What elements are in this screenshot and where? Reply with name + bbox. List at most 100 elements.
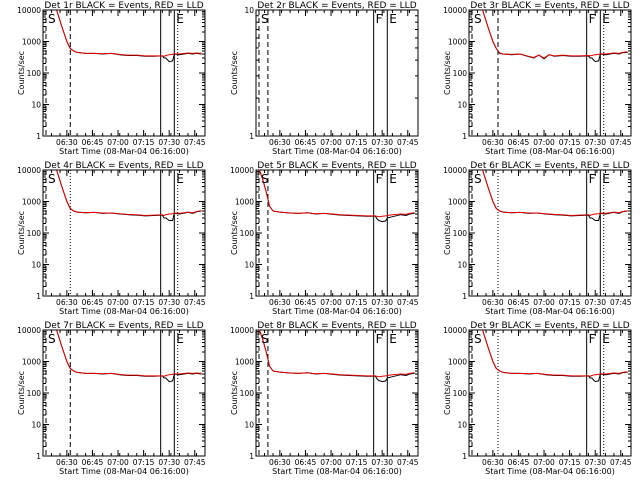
x-tick-label: 07:00 [107, 298, 129, 307]
flag-label: S [474, 12, 482, 26]
x-tick-label: 07:15 [133, 138, 155, 147]
detector-panel-6: Det 6r BLACK = Events, RED = LLD 1 10 100 10… [443, 161, 632, 316]
x-tick-label: 06:30 [269, 138, 291, 147]
series-lld [482, 170, 628, 217]
panel-title: Det 8r BLACK = Events, RED = LLD [257, 321, 416, 331]
y-axis-label: Counts/sec [443, 51, 452, 95]
plot-frame [468, 169, 632, 297]
detector-panel-2: Det 2r BLACK = Events, RED = LLD 1 10 06:30… [230, 1, 419, 156]
flag-label: S [48, 332, 56, 346]
panel-title: Det 5r BLACK = Events, RED = LLD [257, 161, 416, 171]
y-axis-label: Counts/sec [443, 211, 452, 255]
x-tick-label: 07:00 [107, 458, 129, 467]
y-tick-label: 10000 [230, 326, 254, 335]
y-tick-label: 100 [453, 389, 468, 398]
detector-panel-4: Det 4r BLACK = Events, RED = LLD 1 10 100 10… [17, 161, 206, 316]
flag-label: F [376, 332, 383, 346]
y-tick-label: 1 [36, 452, 41, 461]
y-tick-label: 10000 [17, 166, 41, 175]
x-tick-label: 06:30 [269, 458, 291, 467]
y-tick-label: 1 [249, 452, 254, 461]
flag-label: S [474, 172, 482, 186]
x-tick-label: 07:00 [320, 138, 342, 147]
x-axis-label: Start Time (08-Mar-04 06:16:00) [272, 147, 402, 156]
y-tick-label: 1000 [235, 358, 254, 367]
y-tick-label: 10000 [17, 326, 41, 335]
panel-title: Det 9r BLACK = Events, RED = LLD [470, 321, 629, 331]
flag-label: S [474, 332, 482, 346]
x-tick-label: 07:30 [584, 138, 606, 147]
panel-title: Det 3r BLACK = Events, RED = LLD [470, 1, 629, 11]
flag-label: F [589, 172, 596, 186]
y-tick-label: 1 [36, 292, 41, 301]
plot-frame [255, 9, 419, 137]
x-tick-label: 07:45 [610, 298, 632, 307]
y-tick-label: 100 [240, 389, 255, 398]
panel-title: Det 2r BLACK = Events, RED = LLD [257, 1, 416, 11]
flag-label: F [376, 172, 383, 186]
plot-frame [468, 329, 632, 457]
panel-title: Det 4r BLACK = Events, RED = LLD [44, 161, 203, 171]
y-tick-label: 10 [457, 421, 467, 430]
x-tick-label: 07:30 [158, 458, 180, 467]
x-tick-label: 07:15 [133, 298, 155, 307]
series-lld [56, 170, 202, 217]
x-axis-label: Start Time (08-Mar-04 06:16:00) [272, 467, 402, 476]
plot-frame [42, 169, 206, 297]
x-tick-label: 07:15 [346, 458, 368, 467]
y-tick-label: 1000 [22, 358, 41, 367]
y-tick-label: 100 [453, 229, 468, 238]
detector-panel-7: Det 7r BLACK = Events, RED = LLD 1 10 100 10… [17, 321, 206, 476]
x-tick-label: 07:45 [397, 458, 419, 467]
x-tick-label: 07:45 [184, 138, 206, 147]
x-tick-label: 06:30 [56, 138, 78, 147]
detector-panel-5: Det 5r BLACK = Events, RED = LLD 1 10 100 10… [230, 161, 419, 316]
x-tick-label: 07:15 [559, 298, 581, 307]
series-lld [56, 10, 202, 57]
y-tick-label: 1 [462, 452, 467, 461]
y-tick-label: 10 [457, 261, 467, 270]
x-tick-label: 06:30 [482, 458, 504, 467]
plot-frame [468, 9, 632, 137]
flag-label: E [389, 172, 397, 186]
flag-label: E [602, 332, 610, 346]
series-lld [258, 170, 415, 218]
y-tick-label: 100 [27, 229, 42, 238]
x-tick-label: 06:30 [56, 298, 78, 307]
flag-label: E [602, 172, 610, 186]
detector-panel-3: Det 3r BLACK = Events, RED = LLD 1 10 100 10… [443, 1, 632, 156]
flag-label: S [48, 172, 56, 186]
y-tick-label: 10 [244, 6, 254, 15]
series-lld [482, 10, 628, 59]
x-axis-label: Start Time (08-Mar-04 06:16:00) [485, 467, 615, 476]
x-tick-label: 07:15 [559, 138, 581, 147]
y-tick-label: 100 [27, 389, 42, 398]
x-tick-label: 07:30 [371, 298, 393, 307]
y-tick-label: 1000 [22, 198, 41, 207]
y-axis-label: Counts/sec [230, 211, 239, 255]
x-tick-label: 07:00 [533, 138, 555, 147]
flag-label: F [589, 12, 596, 26]
series-lld [482, 330, 628, 377]
plot-frame [42, 9, 206, 137]
x-tick-label: 07:30 [584, 298, 606, 307]
x-axis-label: Start Time (08-Mar-04 06:16:00) [59, 147, 189, 156]
detector-panel-9: Det 9r BLACK = Events, RED = LLD 1 10 100 10… [443, 321, 632, 476]
y-tick-label: 1000 [235, 198, 254, 207]
x-tick-label: 06:45 [295, 458, 317, 467]
x-tick-label: 06:30 [269, 298, 291, 307]
flag-label: E [389, 12, 397, 26]
y-tick-label: 10000 [443, 166, 467, 175]
x-tick-label: 07:15 [133, 458, 155, 467]
y-tick-label: 10 [31, 421, 41, 430]
flag-label: S [48, 12, 56, 26]
y-tick-label: 1000 [448, 198, 467, 207]
x-axis-label: Start Time (08-Mar-04 06:16:00) [272, 307, 402, 316]
x-tick-label: 06:45 [295, 298, 317, 307]
x-tick-label: 07:30 [584, 458, 606, 467]
flag-label: E [176, 12, 184, 26]
y-tick-label: 1000 [448, 38, 467, 47]
y-axis-label: Counts/sec [230, 51, 239, 95]
x-tick-label: 07:15 [346, 138, 368, 147]
